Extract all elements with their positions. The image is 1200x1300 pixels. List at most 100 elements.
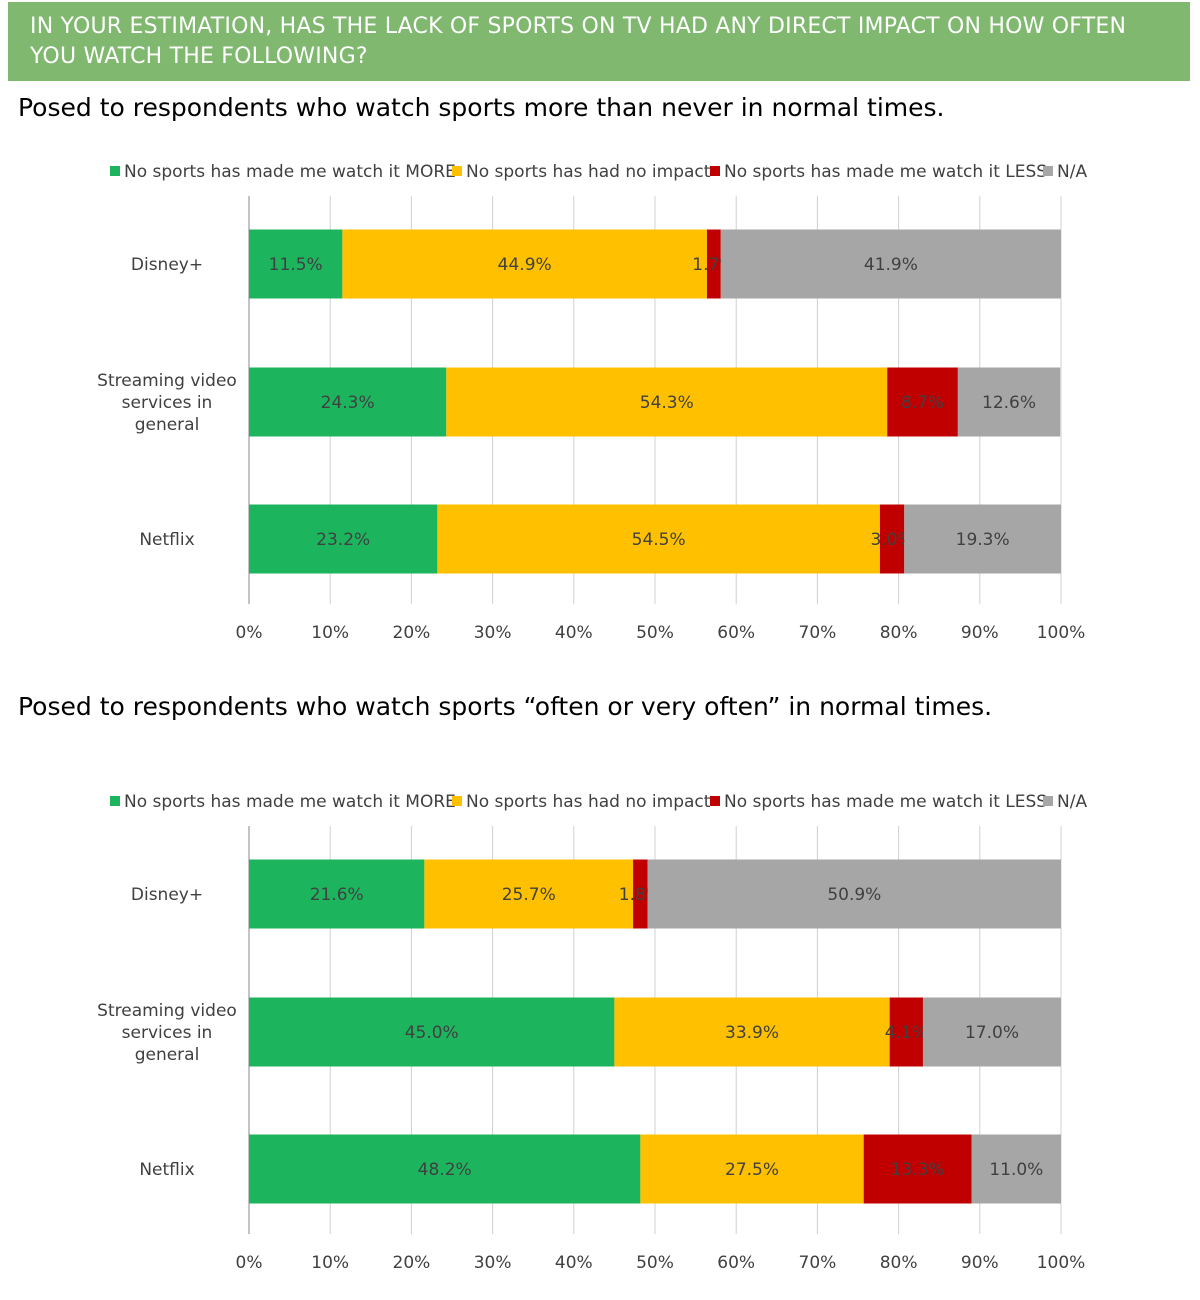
x-tick-label: 100% — [1037, 623, 1086, 643]
x-tick-label: 10% — [311, 623, 349, 643]
bar-no-sports-has-had-no-impact-netflix — [640, 1134, 864, 1204]
legend-label-no-sports-has-made-me-watch-it-less: No sports has made me watch it LESS — [724, 792, 1047, 812]
x-tick-label: 60% — [717, 1253, 755, 1273]
data-label: 19.3% — [956, 530, 1010, 550]
x-tick-label: 30% — [474, 623, 512, 643]
bar-no-sports-has-made-me-watch-it-less-disney — [706, 229, 721, 299]
legend-label-no-sports-has-made-me-watch-it-less: No sports has made me watch it LESS — [724, 162, 1047, 182]
data-label: 21.6% — [310, 885, 364, 905]
bar-no-sports-has-made-me-watch-it-less-streaming-video-services-in-general — [889, 997, 923, 1067]
x-tick-label: 40% — [555, 623, 593, 643]
legend-swatch-no-sports-has-had-no-impact — [452, 796, 462, 806]
data-label: 45.0% — [405, 1023, 459, 1043]
data-label: 33.9% — [725, 1023, 779, 1043]
bar-no-sports-has-made-me-watch-it-more-disney — [249, 229, 343, 299]
question-line-1: IN YOUR ESTIMATION, HAS THE LACK OF SPOR… — [30, 14, 1127, 39]
bar-n-a-netflix — [971, 1134, 1061, 1204]
bar-no-sports-has-had-no-impact-streaming-video-services-in-general — [614, 997, 890, 1067]
x-tick-label: 80% — [880, 623, 918, 643]
bar-no-sports-has-had-no-impact-netflix — [437, 504, 880, 574]
category-label: Disney+ — [131, 885, 203, 905]
bar-no-sports-has-made-me-watch-it-less-netflix — [863, 1134, 972, 1204]
data-label: 54.5% — [632, 530, 686, 550]
x-tick-label: 90% — [961, 1253, 999, 1273]
chart-bottom: No sports has made me watch it MORE No sp… — [0, 780, 1200, 1300]
chart-svg-0: No sports has made me watch it MORE No sp… — [97, 162, 1087, 643]
bar-no-sports-has-made-me-watch-it-less-netflix — [879, 504, 905, 574]
data-label: 11.5% — [269, 255, 323, 275]
bar-no-sports-has-made-me-watch-it-less-disney — [633, 859, 648, 929]
legend-label-no-sports-has-had-no-impact: No sports has had no impact — [466, 162, 711, 182]
data-label: 4.1% — [885, 1023, 928, 1043]
bar-no-sports-has-had-no-impact-streaming-video-services-in-general — [446, 367, 888, 437]
x-tick-label: 90% — [961, 623, 999, 643]
x-tick-label: 50% — [636, 1253, 674, 1273]
question-line-2: YOU WATCH THE FOLLOWING? — [30, 44, 368, 69]
legend-label-n-a: N/A — [1057, 162, 1087, 182]
category-label: Netflix — [139, 530, 194, 550]
legend-label-no-sports-has-made-me-watch-it-more: No sports has made me watch it MORE — [124, 792, 456, 812]
x-tick-label: 80% — [880, 1253, 918, 1273]
chart-top: No sports has made me watch it MORE No sp… — [0, 150, 1200, 670]
legend-swatch-no-sports-has-made-me-watch-it-less — [710, 796, 720, 806]
data-label: 8.7% — [901, 393, 944, 413]
bar-no-sports-has-made-me-watch-it-more-netflix — [249, 504, 438, 574]
bar-no-sports-has-made-me-watch-it-more-netflix — [249, 1134, 641, 1204]
subtitle-bottom: Posed to respondents who watch sports “o… — [18, 692, 993, 721]
data-label: 24.3% — [321, 393, 375, 413]
bar-no-sports-has-made-me-watch-it-more-streaming-video-services-in-general — [249, 367, 447, 437]
x-tick-label: 10% — [311, 1253, 349, 1273]
category-label: services in — [122, 393, 213, 413]
legend-label-no-sports-has-had-no-impact: No sports has had no impact — [466, 792, 711, 812]
x-tick-label: 60% — [717, 623, 755, 643]
bar-no-sports-has-made-me-watch-it-less-streaming-video-services-in-general — [887, 367, 958, 437]
survey-question: IN YOUR ESTIMATION, HAS THE LACK OF SPOR… — [30, 12, 1180, 72]
bar-no-sports-has-made-me-watch-it-more-streaming-video-services-in-general — [249, 997, 615, 1067]
category-label: Netflix — [139, 1160, 194, 1180]
legend-label-n-a: N/A — [1057, 792, 1087, 812]
data-label: 54.3% — [640, 393, 694, 413]
legend-swatch-n-a — [1043, 796, 1053, 806]
bar-n-a-netflix — [904, 504, 1061, 574]
category-label: services in — [122, 1023, 213, 1043]
data-label: 44.9% — [498, 255, 552, 275]
x-tick-label: 0% — [236, 623, 263, 643]
data-label: 41.9% — [864, 255, 918, 275]
data-label: 27.5% — [725, 1160, 779, 1180]
legend-swatch-no-sports-has-made-me-watch-it-less — [710, 166, 720, 176]
data-label: 25.7% — [502, 885, 556, 905]
x-tick-label: 20% — [393, 623, 431, 643]
x-tick-label: 30% — [474, 1253, 512, 1273]
data-label: 50.9% — [827, 885, 881, 905]
x-tick-label: 50% — [636, 623, 674, 643]
x-tick-label: 70% — [799, 623, 837, 643]
legend-swatch-no-sports-has-made-me-watch-it-more — [110, 796, 120, 806]
category-label: Streaming video — [97, 371, 237, 391]
x-tick-label: 40% — [555, 1253, 593, 1273]
category-label: general — [135, 1045, 200, 1065]
data-label: 3.0% — [871, 530, 914, 550]
x-tick-label: 0% — [236, 1253, 263, 1273]
legend-label-no-sports-has-made-me-watch-it-more: No sports has made me watch it MORE — [124, 162, 456, 182]
legend-swatch-no-sports-has-made-me-watch-it-more — [110, 166, 120, 176]
x-tick-label: 20% — [393, 1253, 431, 1273]
bar-no-sports-has-made-me-watch-it-more-disney — [249, 859, 425, 929]
bar-n-a-streaming-video-services-in-general — [922, 997, 1061, 1067]
bar-n-a-disney — [720, 229, 1061, 299]
data-label: 13.3% — [891, 1160, 945, 1180]
legend-swatch-n-a — [1043, 166, 1053, 176]
x-tick-label: 70% — [799, 1253, 837, 1273]
data-label: 23.2% — [316, 530, 370, 550]
data-label: 48.2% — [418, 1160, 472, 1180]
subtitle-top: Posed to respondents who watch sports mo… — [18, 93, 945, 122]
category-label: general — [135, 415, 200, 435]
bar-n-a-disney — [647, 859, 1061, 929]
data-label: 12.6% — [982, 393, 1036, 413]
category-label: Disney+ — [131, 255, 203, 275]
chart-svg-1: No sports has made me watch it MORE No sp… — [97, 792, 1087, 1273]
bar-n-a-streaming-video-services-in-general — [957, 367, 1061, 437]
bar-no-sports-has-had-no-impact-disney — [342, 229, 707, 299]
x-tick-label: 100% — [1037, 1253, 1086, 1273]
bar-no-sports-has-had-no-impact-disney — [424, 859, 634, 929]
legend-swatch-no-sports-has-had-no-impact — [452, 166, 462, 176]
